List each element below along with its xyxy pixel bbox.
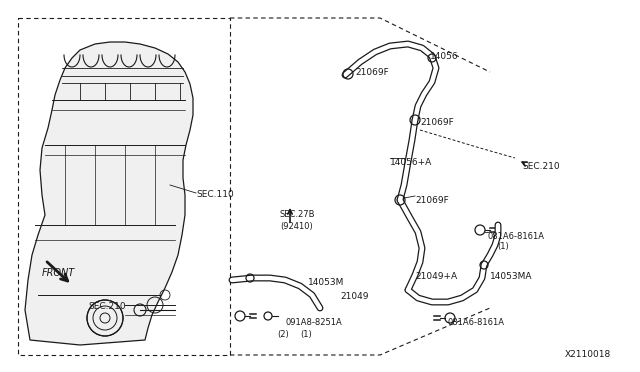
Text: 21049+A: 21049+A [415,272,457,281]
Text: 21069F: 21069F [415,196,449,205]
Text: 21049: 21049 [340,292,369,301]
Text: 14053MA: 14053MA [490,272,532,281]
Text: SEC.210: SEC.210 [522,162,559,171]
Text: SEC.27B: SEC.27B [280,210,316,219]
Text: (1): (1) [497,242,509,251]
Text: 081A6-8161A: 081A6-8161A [448,318,505,327]
Text: 081A6-8161A: 081A6-8161A [488,232,545,241]
Text: SEC.110: SEC.110 [196,190,234,199]
Text: 21069F: 21069F [355,68,388,77]
Text: 21069F: 21069F [420,118,454,127]
Text: SEC.210: SEC.210 [88,302,125,311]
Text: (1): (1) [300,330,312,339]
Text: 14053M: 14053M [308,278,344,287]
Text: (2): (2) [277,330,289,339]
Text: X2110018: X2110018 [565,350,611,359]
Text: 14056+A: 14056+A [390,158,432,167]
Text: 091A8-8251A: 091A8-8251A [285,318,342,327]
Polygon shape [25,42,193,345]
Text: (92410): (92410) [280,222,313,231]
Text: FRONT: FRONT [42,268,76,278]
Text: 14056: 14056 [430,52,459,61]
